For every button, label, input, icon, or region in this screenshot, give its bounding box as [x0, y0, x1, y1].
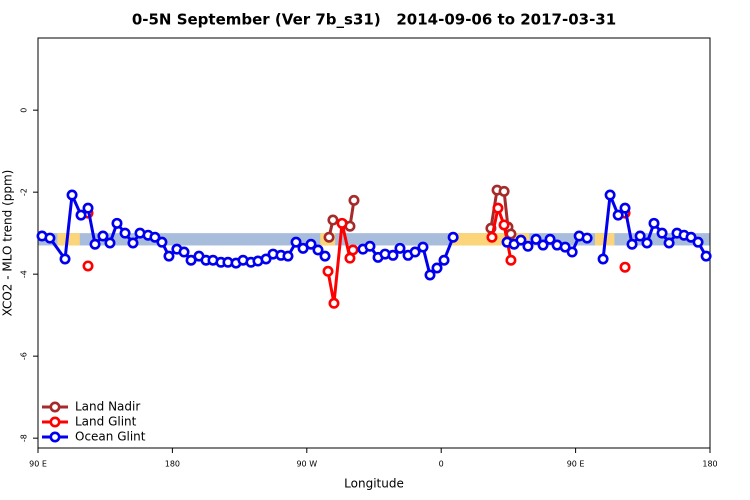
point	[185, 254, 197, 266]
point	[522, 240, 534, 252]
y-axis-label: XCO2 - MLO trend (ppm)	[1, 170, 15, 317]
point	[612, 209, 624, 221]
x-tick-label: 180	[165, 460, 180, 469]
point	[648, 217, 660, 229]
point	[431, 262, 443, 274]
point	[515, 234, 527, 246]
point	[282, 250, 294, 262]
point	[312, 244, 324, 256]
point	[178, 246, 190, 258]
point	[685, 231, 697, 243]
point	[319, 250, 331, 262]
point	[297, 242, 309, 254]
legend-marker	[49, 401, 61, 413]
point	[364, 240, 376, 252]
point	[700, 250, 712, 262]
point	[82, 202, 94, 214]
point	[656, 227, 668, 239]
x-tick-label: 90 E	[567, 460, 585, 469]
point	[347, 244, 359, 256]
point	[409, 246, 421, 258]
series-line	[328, 208, 625, 303]
point	[566, 246, 578, 258]
point	[544, 233, 556, 245]
point	[44, 232, 56, 244]
point	[424, 269, 436, 281]
point	[438, 254, 450, 266]
point	[328, 297, 340, 309]
point	[119, 227, 131, 239]
point	[290, 236, 302, 248]
legend-label: Ocean Glint	[75, 430, 146, 444]
x-tick-label: 90 E	[29, 460, 47, 469]
point	[498, 219, 510, 231]
point	[163, 250, 175, 262]
point	[641, 237, 653, 249]
point	[692, 236, 704, 248]
point	[97, 230, 109, 242]
y-tick-label: -4	[20, 270, 29, 278]
point	[327, 214, 339, 226]
point	[104, 237, 116, 249]
point	[305, 238, 317, 250]
y-tick-label: 0	[20, 108, 29, 113]
point	[156, 236, 168, 248]
point	[486, 231, 498, 243]
point	[417, 241, 429, 253]
point	[626, 238, 638, 250]
point	[663, 237, 675, 249]
point	[59, 253, 71, 265]
point	[75, 209, 87, 221]
plot-frame	[37, 37, 711, 449]
y-tick-label: -2	[20, 188, 29, 196]
point	[89, 238, 101, 250]
point	[505, 228, 517, 240]
point	[348, 194, 360, 206]
point	[619, 261, 631, 273]
point	[111, 217, 123, 229]
point	[127, 237, 139, 249]
point	[597, 253, 609, 265]
y-tick-label: -6	[20, 352, 29, 360]
point	[559, 241, 571, 253]
point	[336, 217, 348, 229]
x-tick-label: 180	[702, 460, 717, 469]
x-axis-label: Longitude	[344, 477, 404, 491]
point	[581, 232, 593, 244]
point	[323, 231, 335, 243]
point	[498, 185, 510, 197]
legend-label: Land Nadir	[75, 400, 140, 414]
point	[149, 231, 161, 243]
point	[82, 260, 94, 272]
point	[260, 253, 272, 265]
point	[492, 202, 504, 214]
legend-marker	[49, 416, 61, 428]
point	[394, 242, 406, 254]
point	[530, 233, 542, 245]
legend-marker	[49, 431, 61, 443]
point	[505, 254, 517, 266]
x-tick-label: 0	[439, 460, 444, 469]
point	[322, 265, 334, 277]
point	[447, 231, 459, 243]
point	[537, 239, 549, 251]
point	[634, 230, 646, 242]
x-tick-label: 90 W	[296, 460, 317, 469]
point	[66, 189, 78, 201]
point	[619, 202, 631, 214]
y-tick-label: -8	[20, 434, 29, 442]
point	[604, 189, 616, 201]
point	[387, 249, 399, 261]
chart-title: 0-5N September (Ver 7b_s31) 2014-09-06 t…	[132, 11, 616, 29]
legend-label: Land Glint	[75, 415, 137, 429]
